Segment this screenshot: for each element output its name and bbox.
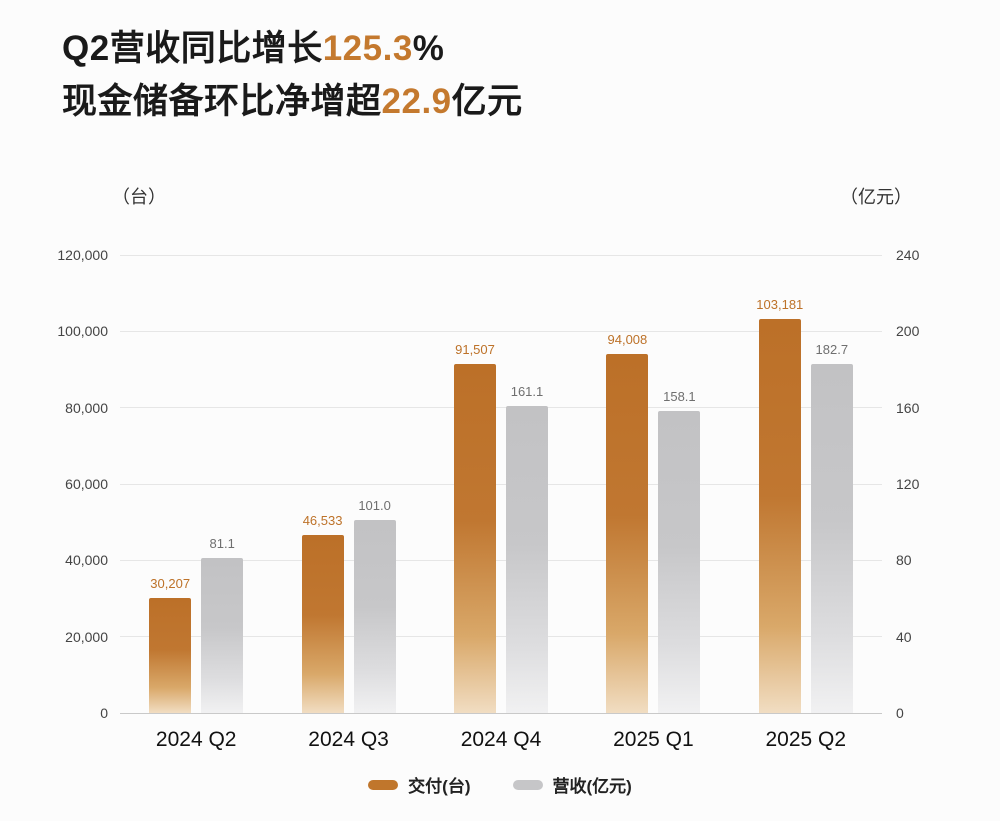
right-axis-tick-label: 200 bbox=[896, 323, 920, 340]
value-label-delivery: 46,533 bbox=[302, 513, 343, 529]
value-label-delivery: 30,207 bbox=[150, 575, 191, 591]
title-line-2: 现金储备环比净增超22.9亿元 bbox=[62, 75, 523, 128]
right-axis-tick-label: 40 bbox=[896, 628, 912, 645]
legend: 交付(台) 营收(亿元) bbox=[0, 772, 1000, 797]
title-line2-suffix: 亿元 bbox=[451, 82, 523, 121]
revenue-swatch-icon bbox=[512, 779, 543, 790]
left-axis-tick-label: 0 bbox=[100, 705, 108, 721]
left-axis-unit-label: （台） bbox=[112, 187, 166, 207]
gridline bbox=[120, 559, 882, 561]
x-axis-baseline bbox=[120, 712, 882, 714]
chart-title: Q2营收同比增长125.3% 现金储备环比净增超22.9亿元 bbox=[62, 22, 523, 128]
delivery-swatch-icon bbox=[368, 779, 399, 790]
bar-revenue bbox=[810, 364, 853, 713]
value-label-delivery: 91,507 bbox=[455, 341, 495, 357]
left-axis-tick-label: 80,000 bbox=[65, 399, 108, 416]
title-line1-highlight: 125.3 bbox=[322, 29, 413, 68]
left-axis-tick-label: 40,000 bbox=[65, 552, 108, 569]
plot-area: 0 0 20,000 40 40,000 80 60,000 120 80,000 160 100,… bbox=[57, 247, 919, 751]
bar-delivery bbox=[606, 354, 649, 713]
bar-delivery bbox=[758, 319, 801, 713]
value-label-revenue: 161.1 bbox=[510, 383, 544, 399]
value-label-revenue: 182.7 bbox=[815, 342, 849, 358]
gridline bbox=[120, 254, 882, 256]
legend-item-revenue: 营收(亿元) bbox=[512, 772, 632, 797]
right-axis-tick-label: 0 bbox=[896, 705, 904, 721]
gridline bbox=[120, 483, 882, 485]
title-line-1: Q2营收同比增长125.3% bbox=[62, 22, 523, 75]
legend-label: 交付(台) bbox=[408, 777, 471, 796]
category-label: 2024 Q3 bbox=[308, 728, 389, 751]
right-axis-tick-label: 120 bbox=[896, 476, 920, 492]
value-label-revenue: 158.1 bbox=[663, 389, 696, 405]
title-line1-prefix: Q2营收同比增长 bbox=[62, 29, 323, 68]
bar-delivery bbox=[301, 535, 344, 713]
title-line1-suffix: % bbox=[412, 29, 445, 68]
value-label-delivery: 103,181 bbox=[756, 297, 804, 313]
left-axis-tick-label: 120,000 bbox=[57, 247, 108, 263]
title-line2-highlight: 22.9 bbox=[381, 82, 452, 121]
value-label-revenue: 81.1 bbox=[209, 536, 235, 552]
category-label: 2024 Q4 bbox=[460, 728, 542, 751]
left-axis-tick-label: 60,000 bbox=[65, 476, 108, 492]
legend-label: 营收(亿元) bbox=[552, 777, 632, 796]
gridline bbox=[120, 636, 882, 638]
legend-item-delivery: 交付(台) bbox=[368, 772, 471, 797]
right-axis-tick-label: 160 bbox=[896, 399, 920, 416]
category-label: 2025 Q1 bbox=[613, 728, 694, 751]
bar-revenue bbox=[353, 520, 396, 713]
value-label-revenue: 101.0 bbox=[358, 498, 391, 514]
bar-delivery bbox=[149, 597, 192, 713]
gridline bbox=[120, 330, 882, 332]
right-axis-tick-label: 80 bbox=[896, 552, 912, 569]
value-label-delivery: 94,008 bbox=[607, 332, 648, 348]
gridline bbox=[120, 407, 882, 409]
bar-revenue bbox=[201, 558, 244, 713]
right-axis-unit-label: （亿元） bbox=[840, 187, 912, 207]
category-label: 2024 Q2 bbox=[155, 728, 237, 751]
right-axis-tick-label: 240 bbox=[896, 247, 920, 263]
left-axis-tick-label: 100,000 bbox=[57, 323, 108, 340]
left-axis-tick-label: 20,000 bbox=[65, 628, 108, 645]
bar-revenue bbox=[506, 405, 548, 713]
bar-delivery bbox=[454, 363, 496, 713]
category-label: 2025 Q2 bbox=[765, 728, 847, 751]
bar-revenue bbox=[658, 411, 701, 713]
title-line2-prefix: 现金储备环比净增超 bbox=[62, 82, 382, 121]
